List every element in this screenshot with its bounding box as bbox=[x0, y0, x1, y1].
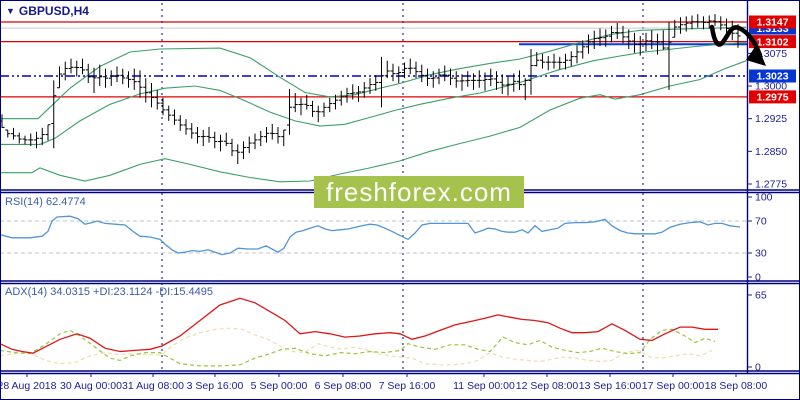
time-axis-label: 11 Sep 00:00 bbox=[453, 380, 515, 392]
time-axis-label: 30 Aug 00:00 bbox=[60, 380, 122, 392]
bollinger-lower-band bbox=[0, 60, 747, 183]
bollinger-middle-band bbox=[0, 41, 747, 145]
rsi-line bbox=[0, 215, 741, 256]
bollinger-upper-band bbox=[0, 26, 747, 120]
adx-line bbox=[0, 297, 718, 354]
price-badge-label: 1.3147 bbox=[756, 17, 788, 29]
freshforex-watermark: freshforex.com bbox=[314, 176, 524, 208]
price-badge-1.3023 bbox=[749, 69, 796, 83]
adx-scale-label: 0 bbox=[755, 362, 761, 374]
price-tick-label: 1.2925 bbox=[755, 113, 787, 125]
time-axis-label: 3 Sep 16:00 bbox=[187, 380, 244, 392]
rsi-indicator-label: RSI(14) 62.4774 bbox=[5, 196, 86, 208]
price-badge-label: 1.3102 bbox=[756, 36, 788, 48]
symbol-period-label: GBPUSD,H4 bbox=[18, 4, 89, 18]
trend-arrow-annotation[interactable] bbox=[709, 24, 766, 66]
price-badge-1.3147 bbox=[749, 15, 796, 29]
price-tick-label: 1.3075 bbox=[755, 48, 787, 60]
adx-panel-area[interactable] bbox=[0, 283, 747, 371]
plus-di-line bbox=[0, 328, 716, 367]
time-axis-label: 31 Aug 08:00 bbox=[122, 380, 184, 392]
time-axis-label: 13 Sep 16:00 bbox=[579, 380, 642, 392]
arrow-head-icon bbox=[746, 44, 766, 66]
price-badge-1.2975 bbox=[749, 90, 796, 104]
time-axis-label: 18 Sep 08:00 bbox=[705, 380, 768, 392]
adx-indicator-label: ADX(14) 34.0315 +DI:23.1124 -DI:15.4495 bbox=[5, 286, 214, 298]
price-badge-label: 1.3023 bbox=[756, 71, 788, 83]
time-axis-label: 6 Sep 08:00 bbox=[315, 380, 372, 392]
time-axis[interactable] bbox=[0, 373, 800, 400]
price-tick-label: 1.2775 bbox=[755, 179, 787, 191]
chart-title[interactable]: ▼ GBPUSD,H4 bbox=[6, 4, 89, 18]
time-axis-label: 12 Sep 08:00 bbox=[516, 380, 579, 392]
rsi-scale-label: 0 bbox=[755, 272, 761, 284]
arrow-stroke bbox=[709, 24, 763, 58]
time-axis-label: 28 Aug 2018 bbox=[0, 380, 57, 392]
price-badge-1.3102 bbox=[749, 35, 796, 49]
rsi-scale-label: 70 bbox=[755, 216, 767, 228]
rsi-scale-label: 100 bbox=[755, 192, 773, 204]
price-tick-label: 1.2850 bbox=[755, 146, 787, 158]
time-axis-label: 5 Sep 00:00 bbox=[251, 380, 308, 392]
rsi-scale-label: 30 bbox=[755, 248, 767, 260]
adx-scale-label: 65 bbox=[755, 289, 767, 301]
price-badge-label: 1.2975 bbox=[756, 92, 788, 104]
price-tick-label: 1.3000 bbox=[755, 81, 787, 93]
chart-dropdown-icon: ▼ bbox=[6, 6, 15, 16]
time-axis-label: 7 Sep 16:00 bbox=[379, 380, 436, 392]
time-axis-label: 17 Sep 00:00 bbox=[642, 380, 705, 392]
